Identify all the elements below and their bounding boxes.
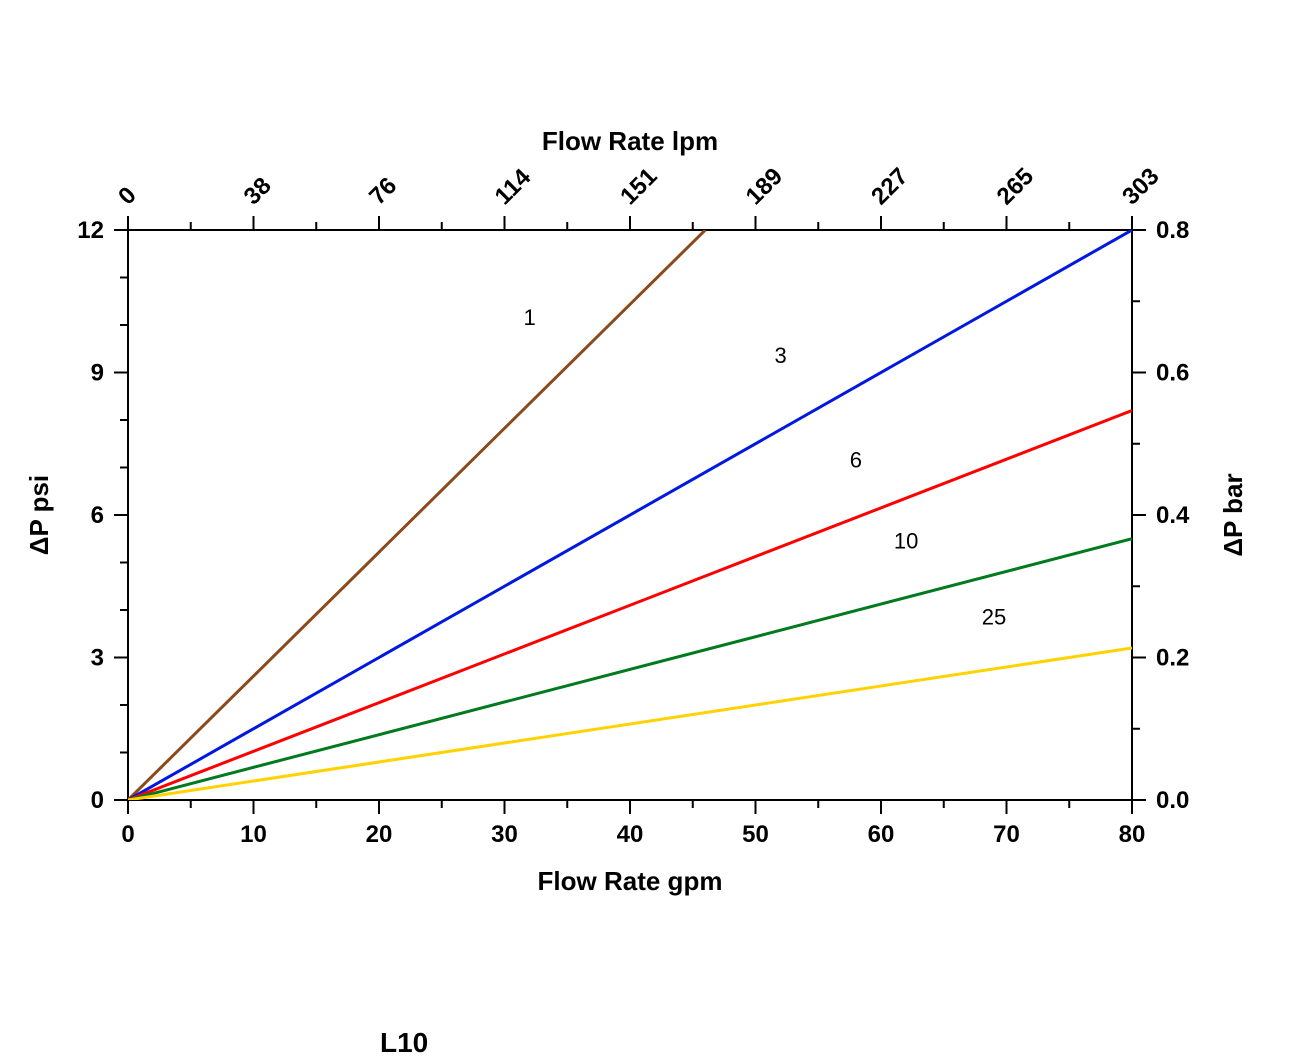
- yr-tick-label: 0.2: [1156, 645, 1189, 672]
- xb-tick-label: 0: [121, 821, 134, 848]
- xb-tick-label: 80: [1119, 821, 1146, 848]
- xb-tick-label: 70: [993, 821, 1020, 848]
- xb-tick-label: 10: [240, 821, 267, 848]
- yr-tick-label: 0.8: [1156, 217, 1189, 244]
- x-top-label: Flow Rate lpm: [542, 126, 718, 156]
- xb-tick-label: 20: [366, 821, 393, 848]
- xb-tick-label: 60: [868, 821, 895, 848]
- yl-tick-label: 9: [91, 360, 104, 387]
- x-bottom-label: Flow Rate gpm: [538, 866, 723, 896]
- xt-tick-label: 114: [490, 163, 537, 210]
- y-right-label: ΔP bar: [1218, 473, 1248, 556]
- xt-tick-label: 76: [364, 172, 402, 210]
- series-label-1: 1: [523, 305, 535, 330]
- chart-svg: 01020304050607080Flow Rate gpm0387611415…: [0, 0, 1298, 952]
- xt-tick-label: 151: [615, 163, 662, 210]
- xt-tick-label: 0: [113, 182, 142, 211]
- chart-root: 01020304050607080Flow Rate gpm0387611415…: [0, 0, 1298, 952]
- series-label-25: 25: [982, 604, 1006, 629]
- series-label-3: 3: [774, 343, 786, 368]
- xt-tick-label: 303: [1117, 163, 1164, 210]
- yl-tick-label: 6: [91, 502, 104, 529]
- yr-tick-label: 0.6: [1156, 360, 1189, 387]
- xt-tick-label: 189: [741, 163, 788, 210]
- series-label-6: 6: [850, 448, 862, 473]
- series-line-3: [128, 230, 1132, 800]
- xb-tick-label: 50: [742, 821, 769, 848]
- y-left-label: ΔP psi: [24, 475, 54, 555]
- xt-tick-label: 265: [992, 163, 1039, 210]
- yr-tick-label: 0.4: [1156, 502, 1190, 529]
- yl-tick-label: 12: [77, 217, 104, 244]
- xb-tick-label: 40: [617, 821, 644, 848]
- xb-tick-label: 30: [491, 821, 518, 848]
- yl-tick-label: 3: [91, 645, 104, 672]
- xt-tick-label: 38: [239, 172, 277, 210]
- yr-tick-label: 0.0: [1156, 787, 1189, 814]
- series-label-10: 10: [894, 528, 918, 553]
- xt-tick-label: 227: [866, 163, 913, 210]
- yl-tick-label: 0: [91, 787, 104, 814]
- chart-title: L10: [380, 1027, 428, 1059]
- series-line-1: [128, 230, 705, 800]
